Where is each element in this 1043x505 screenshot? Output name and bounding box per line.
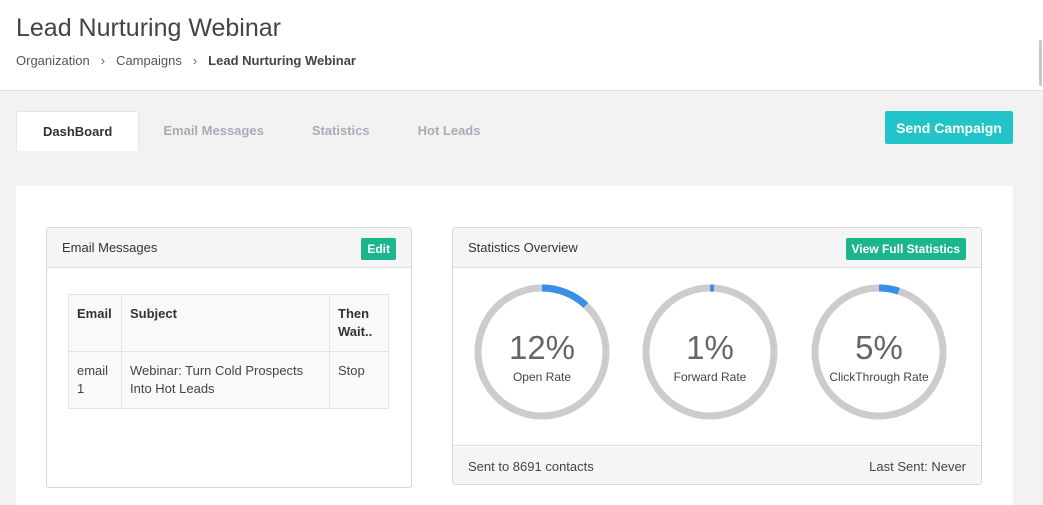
gauge-value: 12% (508, 329, 576, 366)
tab-dashboard[interactable]: DashBoard (16, 111, 140, 151)
gauge-value: 5% (855, 329, 903, 366)
subject-cell: Webinar: Turn Cold Prospects Into Hot Le… (121, 351, 330, 409)
clickthrough-rate-gauge: 5% ClickThrough Rate (810, 283, 948, 421)
gauge-label: ClickThrough Rate (829, 370, 929, 384)
view-full-statistics-button[interactable]: View Full Statistics (845, 238, 966, 260)
email-messages-panel: Email Messages Edit Email Subject Then W… (46, 227, 412, 488)
panel-header: Statistics Overview View Full Statistics (453, 228, 981, 268)
chevron-right-icon: › (192, 53, 198, 68)
column-header-subject: Subject (121, 294, 330, 352)
page-title: Lead Nurturing Webinar (16, 14, 281, 42)
gauge-fill-arc (474, 284, 610, 420)
tab-bar: DashBoard Email Messages Statistics Hot … (16, 111, 504, 151)
breadcrumb-organization[interactable]: Organization (16, 53, 90, 68)
table-header-row: Email Subject Then Wait.. (68, 294, 389, 352)
column-header-email: Email (68, 294, 122, 352)
table-row[interactable]: email 1 Webinar: Turn Cold Prospects Int… (68, 351, 389, 409)
tab-statistics[interactable]: Statistics (311, 123, 370, 138)
gauge-value: 1% (686, 329, 734, 366)
gauge-label: Open Rate (512, 370, 572, 384)
chevron-right-icon: › (100, 53, 106, 68)
send-campaign-button[interactable]: Send Campaign (885, 111, 1013, 144)
panel-title: Email Messages (62, 240, 158, 255)
breadcrumb: Organization › Campaigns › Lead Nurturin… (16, 53, 356, 68)
gauges-area: 12% Open Rate 1% Forward Rate 5% ClickTh… (453, 268, 981, 446)
tab-email-messages[interactable]: Email Messages (163, 123, 264, 138)
gauge-label: Forward Rate (673, 370, 747, 384)
tab-hot-leads[interactable]: Hot Leads (417, 123, 481, 138)
email-table: Email Subject Then Wait.. email 1 Webina… (68, 294, 389, 409)
gauge-fill-arc (811, 284, 947, 420)
page-header: Lead Nurturing Webinar Organization › Ca… (0, 0, 1043, 91)
column-header-then-wait: Then Wait.. (329, 294, 389, 352)
open-rate-gauge: 12% Open Rate (473, 283, 611, 421)
statistics-overview-panel: Statistics Overview View Full Statistics… (452, 227, 982, 485)
email-cell: email 1 (68, 351, 122, 409)
forward-rate-gauge: 1% Forward Rate (641, 283, 779, 421)
panel-title: Statistics Overview (468, 240, 578, 255)
gauge-ring (474, 284, 610, 420)
wait-cell: Stop (329, 351, 389, 409)
sent-count: Sent to 8691 contacts (468, 459, 594, 474)
breadcrumb-current: Lead Nurturing Webinar (208, 53, 356, 68)
gauge-ring (811, 284, 947, 420)
breadcrumb-campaigns[interactable]: Campaigns (116, 53, 182, 68)
panel-header: Email Messages Edit (47, 228, 411, 268)
gauge-ring (642, 284, 778, 420)
stats-footer: Sent to 8691 contacts Last Sent: Never (453, 447, 981, 484)
gauge-fill-arc (642, 284, 778, 420)
scrollbar[interactable] (1037, 0, 1043, 90)
edit-button[interactable]: Edit (361, 238, 396, 260)
scrollbar-thumb[interactable] (1039, 40, 1042, 86)
last-sent: Last Sent: Never (869, 459, 966, 474)
